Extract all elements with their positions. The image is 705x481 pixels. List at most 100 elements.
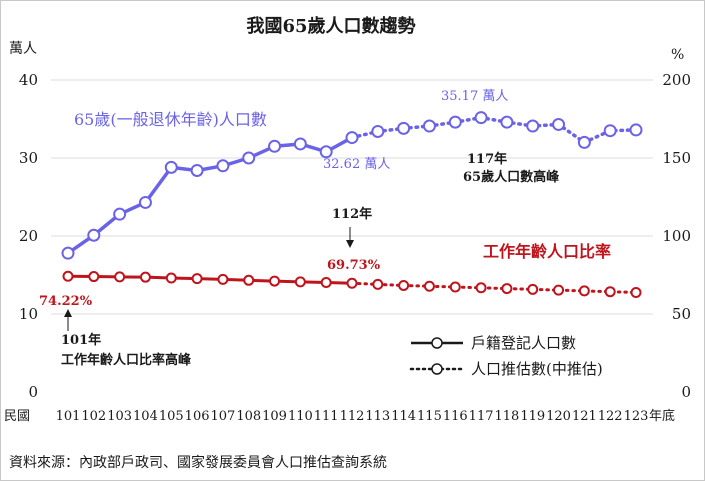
right-tick-label: 0 xyxy=(681,383,691,401)
right-tick-label: 200 xyxy=(662,71,691,89)
x-tick-label: 116 xyxy=(443,409,468,424)
x-tick-label: 109 xyxy=(262,409,287,424)
data-point xyxy=(422,119,436,133)
x-tick-label: 119 xyxy=(520,409,545,424)
right-tick-label: 50 xyxy=(672,305,691,323)
data-point xyxy=(423,280,435,292)
left-tick-label: 30 xyxy=(19,149,38,167)
data-point xyxy=(216,159,230,173)
source-note: 資料來源：內政部戶政司、國家發展委員會人口推估查詢系統 xyxy=(9,454,387,471)
data-point xyxy=(87,228,101,242)
data-point xyxy=(448,115,462,129)
data-point xyxy=(269,275,281,287)
data-point xyxy=(501,283,513,295)
left-tick-label: 0 xyxy=(28,383,38,401)
data-point xyxy=(139,271,151,283)
legend-actual-label: 戶籍登記人口數 xyxy=(471,334,576,352)
x-tick-label: 104 xyxy=(133,409,158,424)
data-point xyxy=(604,286,616,298)
data-point xyxy=(113,207,127,221)
data-point xyxy=(319,145,333,159)
x-tick-label: 123 xyxy=(624,409,649,424)
series-population xyxy=(61,111,643,260)
series-line-actual xyxy=(67,274,353,285)
x-tick-label: 118 xyxy=(494,409,519,424)
legend-projected-label: 人口推估數(中推估) xyxy=(471,360,603,378)
series-population-label: 65歲(一般退休年齡)人口數 xyxy=(74,110,267,129)
left-tick-label: 10 xyxy=(19,305,38,323)
data-point xyxy=(320,276,332,288)
data-point xyxy=(397,121,411,135)
left-tick-label: 40 xyxy=(19,71,38,89)
data-point xyxy=(165,272,177,284)
annotation-current-year: 112年 xyxy=(332,206,372,222)
x-tick-labels: 101 102 103 104 105 106 107 108 109 110 111 112 113 1… xyxy=(56,409,649,424)
annotation-peak-ratio-value: 74.22% xyxy=(39,294,93,309)
data-point xyxy=(294,276,306,288)
data-point xyxy=(475,282,487,294)
x-tick-label: 121 xyxy=(572,409,597,424)
chart-title: 我國65歲人口數趨勢 xyxy=(246,15,415,37)
x-tick-label: 105 xyxy=(159,409,184,424)
x-tick-label: 112 xyxy=(340,409,365,424)
x-tick-label: 103 xyxy=(107,409,132,424)
data-point xyxy=(242,151,256,165)
data-point xyxy=(630,286,642,298)
data-point xyxy=(345,131,359,145)
annotation-current-arrow xyxy=(346,227,354,248)
data-point xyxy=(603,124,617,138)
data-point xyxy=(243,274,255,286)
left-tick-label: 20 xyxy=(19,227,38,245)
right-tick-label: 150 xyxy=(662,149,691,167)
x-tick-label: 113 xyxy=(365,409,390,424)
x-tick-label: 102 xyxy=(81,409,106,424)
x-tick-label: 117 xyxy=(469,409,494,424)
annotation-peak-pop-desc: 65歲人口數高峰 xyxy=(463,169,560,185)
data-point xyxy=(474,111,488,125)
annotation-peak-ratio-arrow xyxy=(64,309,72,331)
data-point xyxy=(577,135,591,149)
data-point xyxy=(552,117,566,131)
data-point xyxy=(268,139,282,153)
data-point xyxy=(164,160,178,174)
data-point xyxy=(371,124,385,138)
data-point xyxy=(62,270,74,282)
annotation-current-ratio: 69.73% xyxy=(327,258,381,273)
x-tick-label: 110 xyxy=(288,409,313,424)
annotation-peak-ratio-year: 101年 xyxy=(61,332,101,348)
annotation-peak-pop-value: 35.17 萬人 xyxy=(441,89,508,104)
series-line-projected xyxy=(350,281,638,294)
x-prefix-label: 民國 xyxy=(4,409,30,424)
series-line-projected xyxy=(350,115,638,145)
data-point xyxy=(372,278,384,290)
right-axis-unit: % xyxy=(671,47,684,63)
x-tick-label: 111 xyxy=(314,409,339,424)
series-work-age-ratio xyxy=(62,270,642,298)
data-point xyxy=(578,285,590,297)
data-point xyxy=(526,119,540,133)
x-tick-label: 114 xyxy=(391,409,416,424)
x-tick-label: 101 xyxy=(56,409,81,424)
legend: 戶籍登記人口數 人口推估數(中推估) xyxy=(409,334,603,378)
series-ratio-label: 工作年齡人口比率 xyxy=(483,242,611,261)
right-tick-label: 100 xyxy=(662,227,691,245)
left-axis-unit: 萬人 xyxy=(9,41,37,57)
gridlines xyxy=(51,79,653,315)
data-point xyxy=(61,246,75,260)
data-point xyxy=(527,283,539,295)
x-tick-label: 108 xyxy=(236,409,261,424)
data-point xyxy=(217,273,229,285)
x-tick-label: 106 xyxy=(185,409,210,424)
data-point xyxy=(191,273,203,285)
data-point xyxy=(553,284,565,296)
legend-actual-swatch xyxy=(411,337,463,349)
data-point xyxy=(398,279,410,291)
annotation-current-pop: 32.62 萬人 xyxy=(323,157,390,172)
x-tick-label: 120 xyxy=(546,409,571,424)
right-tick-labels: 0 50 100 150 200 xyxy=(662,71,691,401)
data-point xyxy=(138,195,152,209)
legend-projected-swatch xyxy=(409,363,465,375)
x-suffix-label: 年底 xyxy=(649,408,675,424)
